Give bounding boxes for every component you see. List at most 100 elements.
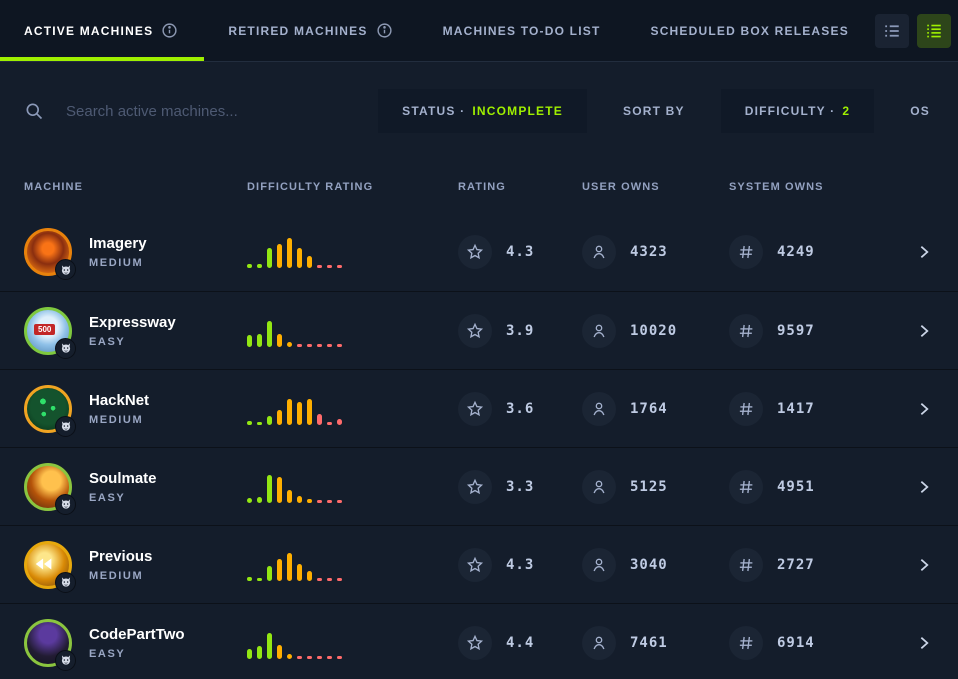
user-owns-value: 3040: [630, 556, 668, 573]
creature-face-badge-icon: [55, 649, 76, 671]
difficulty-rating-cell: [247, 315, 458, 347]
tab-active-machines[interactable]: ACTIVE MACHINES: [0, 0, 205, 61]
status-filter-button[interactable]: STATUS · INCOMPLETE: [378, 89, 587, 133]
open-machine-cell: [880, 323, 958, 339]
difficulty-vote-bar: [247, 334, 252, 347]
detailed-view-toggle[interactable]: [916, 13, 951, 48]
table-row[interactable]: HackNet MEDIUM 3.6 1764: [0, 369, 958, 447]
difficulty-vote-bar: [337, 265, 342, 268]
table-row[interactable]: 500 Expressway EASY: [0, 291, 958, 369]
tab-bar: ACTIVE MACHINES RETIRED MACHINES MACHINE…: [0, 0, 958, 62]
sort-by-button[interactable]: SORT BY: [623, 104, 685, 118]
chevron-right-icon[interactable]: [916, 479, 932, 495]
chevron-right-icon[interactable]: [916, 401, 932, 417]
system-owns-cell: 4951: [729, 469, 880, 504]
filter-bar: STATUS · INCOMPLETE SORT BY DIFFICULTY ·…: [0, 62, 958, 160]
chevron-right-icon[interactable]: [916, 244, 932, 260]
table-row[interactable]: CodePartTwo EASY 4.4 7461: [0, 603, 958, 679]
difficulty-vote-bar: [297, 655, 302, 659]
info-icon[interactable]: [376, 22, 393, 39]
difficulty-filter-label: DIFFICULTY ·: [744, 104, 836, 118]
person-icon: [582, 313, 616, 348]
machine-difficulty-label: MEDIUM: [89, 569, 144, 582]
star-icon: [458, 235, 492, 269]
hash-icon: [729, 313, 763, 348]
difficulty-vote-bar: [267, 320, 272, 347]
rating-value: 4.4: [506, 634, 535, 651]
star-icon: [458, 313, 492, 348]
difficulty-vote-bar: [307, 655, 312, 659]
difficulty-vote-bar: [287, 653, 292, 659]
open-machine-cell: [880, 635, 958, 651]
info-icon[interactable]: [161, 22, 178, 39]
difficulty-vote-bar: [247, 420, 252, 425]
rating-cell: 4.4: [458, 625, 582, 660]
person-icon: [582, 235, 616, 269]
system-owns-value: 1417: [777, 400, 815, 417]
table-header: MACHINE DIFFICULTY RATING RATING USER OW…: [0, 160, 958, 213]
tab-machines-todo-list[interactable]: MACHINES TO-DO LIST: [419, 0, 627, 61]
difficulty-vote-bar: [297, 343, 302, 347]
difficulty-vote-bar: [317, 655, 322, 659]
chevron-right-icon[interactable]: [916, 635, 932, 651]
open-machine-cell: [880, 401, 958, 417]
open-machine-cell: [880, 244, 958, 260]
machine-name: CodePartTwo: [89, 625, 185, 643]
os-filter-button[interactable]: OS: [910, 104, 930, 118]
difficulty-vote-bar: [317, 265, 322, 268]
chevron-right-icon[interactable]: [916, 557, 932, 573]
person-icon: [582, 469, 616, 504]
table-row[interactable]: Soulmate EASY 3.3 5125: [0, 447, 958, 525]
difficulty-vote-bar: [327, 343, 332, 347]
system-owns-cell: 6914: [729, 625, 880, 660]
chevron-right-icon[interactable]: [916, 323, 932, 339]
difficulty-rating-cell: [247, 393, 458, 425]
difficulty-rating-chart: [247, 549, 458, 581]
machine-info: Soulmate EASY: [89, 470, 157, 504]
tab-scheduled-box-releases[interactable]: SCHEDULED BOX RELEASES: [626, 0, 874, 61]
view-toggles: [874, 0, 958, 61]
search-input[interactable]: [66, 102, 326, 120]
difficulty-vote-bar: [317, 343, 322, 347]
difficulty-vote-bar: [287, 341, 292, 347]
difficulty-vote-bar: [257, 333, 262, 347]
difficulty-vote-bar: [307, 343, 312, 347]
difficulty-filter-count: 2: [842, 104, 851, 118]
difficulty-rating-chart: [247, 393, 458, 425]
rating-cell: 3.6: [458, 391, 582, 426]
machine-info: Expressway EASY: [89, 314, 176, 348]
machine-info: HackNet MEDIUM: [89, 392, 149, 426]
difficulty-vote-bar: [277, 244, 282, 268]
rating-cell: 4.3: [458, 235, 582, 269]
tab-retired-machines[interactable]: RETIRED MACHINES: [204, 0, 418, 61]
rating-cell: 3.9: [458, 313, 582, 348]
difficulty-vote-bar: [317, 413, 322, 425]
difficulty-vote-bar: [267, 474, 272, 503]
difficulty-vote-bar: [317, 499, 322, 503]
search-box: [24, 101, 342, 121]
status-filter-value: INCOMPLETE: [472, 104, 563, 118]
machine-cell: HackNet MEDIUM: [24, 384, 247, 437]
machine-avatar: 500: [24, 306, 76, 359]
table-row[interactable]: Imagery MEDIUM 4.3 4323: [0, 213, 958, 291]
table-row[interactable]: Previous MEDIUM 4.3 3040: [0, 525, 958, 603]
machine-avatar: [24, 462, 76, 515]
difficulty-vote-bar: [307, 498, 312, 503]
compact-view-toggle[interactable]: [874, 13, 909, 48]
difficulty-vote-bar: [337, 499, 342, 503]
system-owns-cell: 1417: [729, 391, 880, 426]
difficulty-rating-chart: [247, 315, 458, 347]
machine-difficulty-label: EASY: [89, 491, 126, 504]
column-user-owns: USER OWNS: [582, 180, 660, 193]
column-machine: MACHINE: [24, 180, 84, 193]
difficulty-vote-bar: [297, 401, 302, 425]
machine-cell: CodePartTwo EASY: [24, 618, 247, 671]
rating-cell: 4.3: [458, 547, 582, 582]
difficulty-filter-button[interactable]: DIFFICULTY · 2: [720, 89, 875, 133]
star-icon: [458, 469, 492, 504]
user-owns-cell: 1764: [582, 391, 729, 426]
difficulty-rating-cell: [247, 236, 458, 268]
difficulty-vote-bar: [277, 333, 282, 347]
difficulty-rating-chart: [247, 236, 458, 268]
